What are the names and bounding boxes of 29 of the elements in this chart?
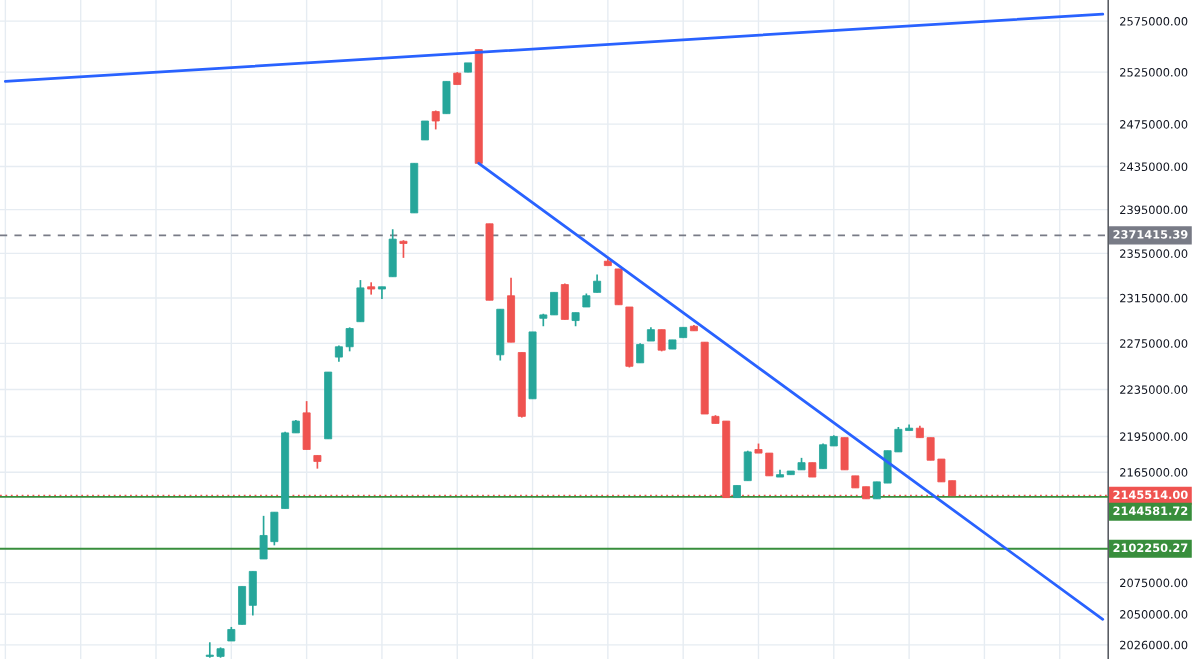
y-tick-label: 2275000.00 <box>1120 339 1188 348</box>
y-tick-label: 2165000.00 <box>1120 468 1188 477</box>
ref-line-label: 2102250.27 <box>1113 543 1188 553</box>
y-tick-label: 2435000.00 <box>1120 162 1188 172</box>
ref-line-label: 2145514.00 <box>1113 490 1188 500</box>
candlestick <box>894 426 903 453</box>
y-tick-label: 2475000.00 <box>1120 120 1188 129</box>
y-tick-label: 2050000.00 <box>1120 610 1188 619</box>
y-tick-label: 2395000.00 <box>1120 205 1188 215</box>
y-tick-label: 2525000.00 <box>1120 68 1188 77</box>
candlestick <box>937 458 946 483</box>
y-tick-label: 2575000.00 <box>1120 17 1188 26</box>
y-tick-label: 2355000.00 <box>1120 249 1188 258</box>
candlestick <box>205 641 214 659</box>
candlestick <box>765 452 774 477</box>
y-tick-label: 2026000.00 <box>1120 640 1188 650</box>
ref-line-label: 2371415.39 <box>1113 230 1188 239</box>
y-tick-label: 2315000.00 <box>1120 293 1188 303</box>
y-tick-label: 2235000.00 <box>1120 385 1188 394</box>
candlestick <box>636 342 645 364</box>
y-tick-label: 2195000.00 <box>1120 432 1188 441</box>
candlestick <box>926 436 935 462</box>
y-tick-label: 2075000.00 <box>1120 578 1188 588</box>
candlestick <box>421 120 429 141</box>
ref-line-label: 2144581.72 <box>1113 506 1188 516</box>
candlestick <box>259 515 268 560</box>
candlestick <box>819 442 828 470</box>
candlestick <box>345 326 354 353</box>
candlestick <box>550 291 559 316</box>
